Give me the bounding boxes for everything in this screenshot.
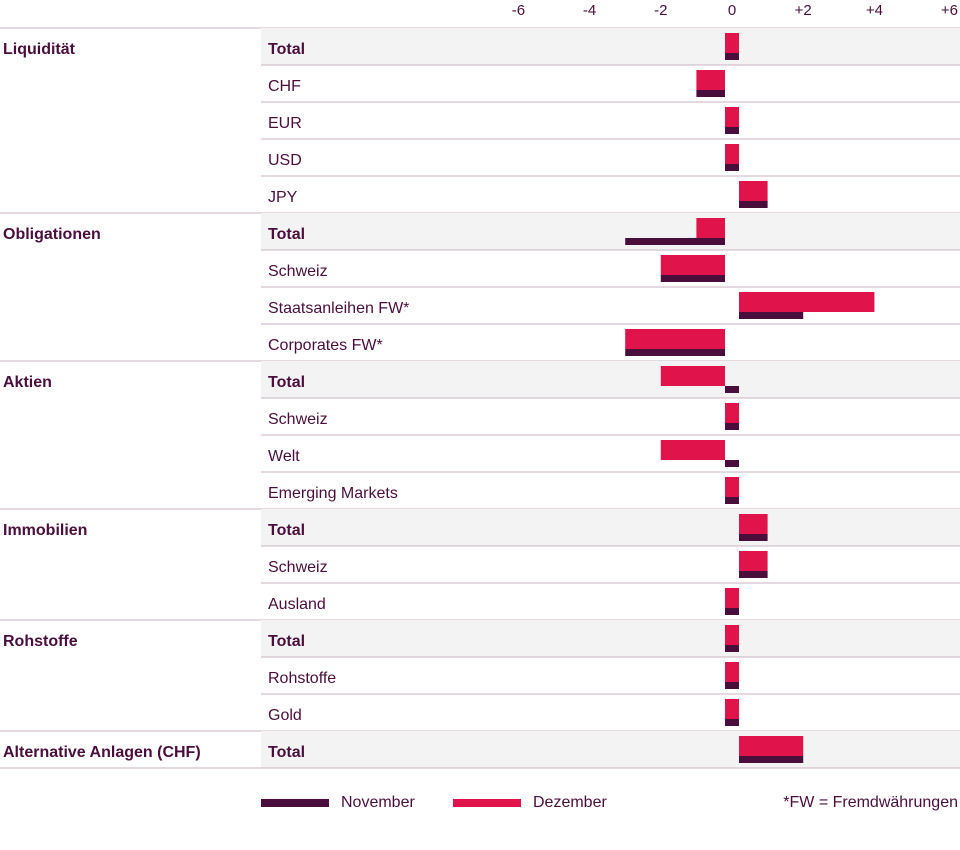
x-tick-label: +6 (941, 2, 958, 19)
bar-november (725, 164, 739, 171)
total-row-shade (261, 731, 960, 768)
group-label: Alternative Anlagen (CHF) (3, 744, 201, 761)
bar-november (725, 423, 739, 430)
bar-dezember (725, 625, 739, 645)
category-label: Schweiz (268, 263, 328, 280)
footnote: *FW = Fremdwährungen (783, 791, 958, 815)
bar-november (725, 719, 739, 726)
bar-november (739, 756, 804, 763)
legend-dezember-swatch (453, 799, 521, 807)
category-label: Emerging Markets (268, 485, 398, 502)
category-label: Total (268, 633, 305, 650)
bar-dezember (739, 181, 768, 201)
x-tick-label: -4 (583, 2, 596, 19)
bar-november (725, 53, 739, 60)
bar-dezember (739, 514, 768, 534)
category-label: JPY (268, 189, 298, 206)
category-label: Schweiz (268, 559, 328, 576)
bar-dezember (660, 255, 725, 275)
group-label: Liquidität (3, 41, 76, 58)
bar-dezember (696, 218, 725, 238)
bar-november (725, 497, 739, 504)
bar-november (725, 682, 739, 689)
bar-november (725, 608, 739, 615)
category-label: CHF (268, 78, 301, 95)
bar-november (739, 571, 768, 578)
bar-dezember (725, 588, 739, 608)
bar-dezember (725, 403, 739, 423)
footnote-text: *FW = Fremdwährungen (783, 794, 958, 811)
total-row-shade (261, 28, 960, 65)
legend-november-swatch (261, 799, 329, 807)
category-label: Total (268, 522, 305, 539)
category-label: Schweiz (268, 411, 328, 428)
bar-dezember (725, 699, 739, 719)
bar-november (739, 201, 768, 208)
group-label: Rohstoffe (3, 633, 78, 650)
total-row-shade (261, 361, 960, 398)
bar-dezember (725, 477, 739, 497)
bar-november (625, 349, 725, 356)
legend-november: November (261, 791, 415, 815)
category-label: Welt (268, 448, 300, 465)
x-tick-label: +2 (795, 2, 812, 19)
category-label: Corporates FW* (268, 337, 383, 354)
category-label: Total (268, 226, 305, 243)
bar-dezember (725, 33, 739, 53)
x-tick-label: 0 (728, 2, 736, 19)
total-row-shade (261, 213, 960, 250)
bar-dezember (739, 551, 768, 571)
chart: -6 -4 -2 0 +2 +4 +6 Liquidität Total CHF EUR USD JPY… (0, 2, 960, 769)
bar-november (660, 275, 725, 282)
bar-november (739, 534, 768, 541)
bar-dezember (725, 144, 739, 164)
legend-dezember: Dezember (453, 791, 607, 815)
bar-november (725, 460, 739, 467)
bar-november (725, 645, 739, 652)
bar-dezember (725, 662, 739, 682)
category-label: USD (268, 152, 302, 169)
bar-november (739, 312, 804, 319)
category-label: Rohstoffe (268, 670, 336, 687)
legend-dezember-label: Dezember (533, 794, 607, 811)
x-tick-label: -6 (512, 2, 525, 19)
x-tick-label: +4 (866, 2, 883, 19)
total-row-shade (261, 620, 960, 657)
bar-dezember (739, 292, 875, 312)
total-row-shade (261, 509, 960, 546)
category-label: Staatsanleihen FW* (268, 300, 409, 317)
group-label: Immobilien (3, 522, 87, 539)
bar-november (625, 238, 725, 245)
category-label: Total (268, 374, 305, 391)
bar-dezember (660, 366, 725, 386)
bar-november (725, 127, 739, 134)
bar-november (696, 90, 725, 97)
x-tick-label: -2 (654, 2, 667, 19)
group-label: Aktien (3, 374, 52, 391)
bar-dezember (739, 736, 804, 756)
category-label: Total (268, 744, 305, 761)
category-label: Ausland (268, 596, 326, 613)
group-label: Obligationen (3, 226, 101, 243)
category-label: Gold (268, 707, 302, 724)
bar-november (725, 386, 739, 393)
category-label: EUR (268, 115, 302, 132)
category-label: Total (268, 41, 305, 58)
bar-dezember (660, 440, 725, 460)
bar-dezember (696, 70, 725, 90)
bar-dezember (725, 107, 739, 127)
bar-dezember (625, 329, 725, 349)
legend-november-label: November (341, 794, 415, 811)
